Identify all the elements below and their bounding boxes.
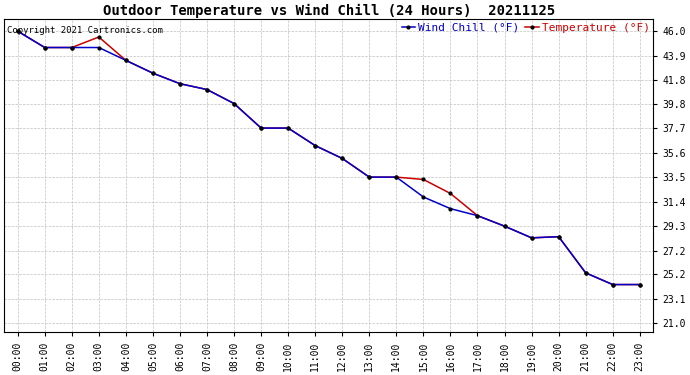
Wind Chill (°F) xyxy=(500,224,509,228)
Temperature (°F) xyxy=(203,87,211,92)
Wind Chill (°F) xyxy=(14,29,22,33)
Temperature (°F) xyxy=(284,126,293,130)
Temperature (°F) xyxy=(555,234,563,239)
Line: Temperature (°F): Temperature (°F) xyxy=(15,28,642,287)
Wind Chill (°F) xyxy=(527,236,535,240)
Temperature (°F) xyxy=(365,175,373,179)
Temperature (°F) xyxy=(121,58,130,63)
Temperature (°F) xyxy=(338,156,346,161)
Wind Chill (°F) xyxy=(230,101,238,106)
Wind Chill (°F) xyxy=(203,87,211,92)
Wind Chill (°F) xyxy=(582,271,590,275)
Wind Chill (°F) xyxy=(68,45,76,50)
Temperature (°F) xyxy=(311,143,319,148)
Temperature (°F) xyxy=(95,35,103,39)
Temperature (°F) xyxy=(257,126,265,130)
Temperature (°F) xyxy=(473,213,482,218)
Wind Chill (°F) xyxy=(473,213,482,218)
Wind Chill (°F) xyxy=(284,126,293,130)
Temperature (°F) xyxy=(609,282,617,287)
Wind Chill (°F) xyxy=(257,126,265,130)
Wind Chill (°F) xyxy=(121,58,130,63)
Wind Chill (°F) xyxy=(555,234,563,239)
Text: Copyright 2021 Cartronics.com: Copyright 2021 Cartronics.com xyxy=(8,26,164,35)
Temperature (°F) xyxy=(14,29,22,33)
Temperature (°F) xyxy=(68,45,76,50)
Temperature (°F) xyxy=(635,282,644,287)
Wind Chill (°F) xyxy=(338,156,346,161)
Wind Chill (°F) xyxy=(609,282,617,287)
Temperature (°F) xyxy=(41,45,49,50)
Line: Wind Chill (°F): Wind Chill (°F) xyxy=(15,28,642,287)
Wind Chill (°F) xyxy=(41,45,49,50)
Wind Chill (°F) xyxy=(420,195,428,199)
Temperature (°F) xyxy=(230,101,238,106)
Wind Chill (°F) xyxy=(392,175,400,179)
Temperature (°F) xyxy=(176,81,184,86)
Wind Chill (°F) xyxy=(311,143,319,148)
Wind Chill (°F) xyxy=(176,81,184,86)
Wind Chill (°F) xyxy=(149,71,157,75)
Temperature (°F) xyxy=(582,271,590,275)
Temperature (°F) xyxy=(500,224,509,228)
Wind Chill (°F) xyxy=(446,206,455,211)
Wind Chill (°F) xyxy=(365,175,373,179)
Wind Chill (°F) xyxy=(95,45,103,50)
Title: Outdoor Temperature vs Wind Chill (24 Hours)  20211125: Outdoor Temperature vs Wind Chill (24 Ho… xyxy=(103,4,555,18)
Temperature (°F) xyxy=(527,236,535,240)
Temperature (°F) xyxy=(149,71,157,75)
Temperature (°F) xyxy=(420,177,428,182)
Temperature (°F) xyxy=(392,175,400,179)
Temperature (°F) xyxy=(446,191,455,196)
Wind Chill (°F) xyxy=(635,282,644,287)
Legend: Wind Chill (°F), Temperature (°F): Wind Chill (°F), Temperature (°F) xyxy=(400,21,652,35)
